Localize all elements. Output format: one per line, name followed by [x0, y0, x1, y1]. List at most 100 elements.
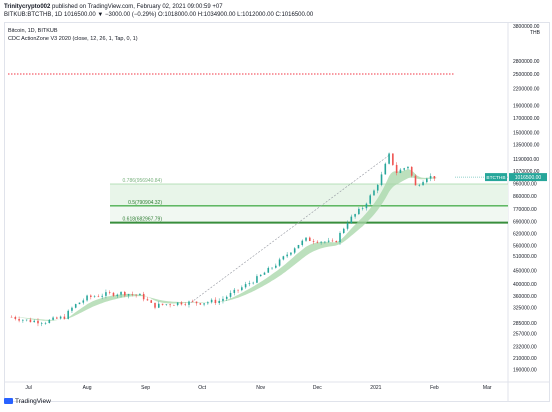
candle-body — [124, 291, 126, 296]
candle-body — [339, 232, 341, 243]
candle-body — [229, 292, 232, 297]
candle-body — [82, 300, 85, 303]
price-tick-label: 450000.00 — [513, 268, 537, 274]
candle-body — [248, 283, 251, 285]
candle-body — [93, 296, 96, 298]
price-tick-label: 2800000.00 — [513, 59, 540, 65]
candle-body — [165, 304, 168, 305]
price-tick-label: 2200000.00 — [513, 87, 540, 93]
candle-body — [433, 176, 436, 179]
candle-body — [282, 256, 285, 260]
candle-body — [388, 153, 390, 164]
candle-body — [154, 302, 156, 308]
candle-body — [380, 174, 383, 185]
candle-body — [271, 267, 273, 269]
time-tick-label: 2021 — [370, 385, 381, 391]
candle-body — [414, 175, 417, 186]
price-tick-label: 2500000.00 — [513, 72, 540, 78]
candle-body — [40, 323, 43, 324]
candle-body — [301, 240, 304, 245]
time-tick-label: Dec — [313, 385, 322, 391]
candle-body — [252, 282, 254, 284]
candle-body — [233, 289, 236, 293]
candle-body — [142, 293, 145, 300]
price-tick-label: 620000.00 — [513, 232, 537, 238]
candle-body — [369, 195, 372, 204]
candle-body — [286, 254, 288, 257]
price-tick-label: 400000.00 — [513, 282, 537, 288]
candle-body — [293, 248, 296, 253]
candle-body — [203, 303, 205, 305]
candle-body — [256, 276, 258, 283]
price-tick-label: 1900000.00 — [513, 103, 540, 109]
candle-body — [373, 190, 375, 196]
candle-body — [22, 319, 24, 321]
candle-body — [327, 240, 330, 242]
author-name[interactable]: Trinitycrypto002 — [4, 4, 51, 10]
candle-body — [101, 295, 103, 297]
price-tick-label: 770000.00 — [513, 207, 537, 213]
candle-body — [105, 292, 107, 296]
price-tag — [509, 173, 547, 182]
candle-body — [161, 303, 164, 305]
candle-body — [214, 299, 217, 304]
publish-info: published on TradingView.com, February 0… — [52, 4, 223, 10]
candle-body — [135, 294, 137, 296]
candle-body — [346, 223, 349, 229]
candle-body — [312, 241, 315, 242]
candle-body — [199, 303, 202, 305]
price-tick-label: 860000.00 — [513, 194, 537, 200]
price-tick-label: 1700000.00 — [513, 116, 540, 122]
price-tick-label: 360000.00 — [513, 294, 537, 300]
candle-body — [275, 265, 277, 268]
price-tick-label: 257000.00 — [513, 331, 537, 337]
candle-body — [63, 316, 66, 319]
candle-body — [308, 237, 311, 242]
candle-body — [331, 240, 334, 242]
candle-body — [112, 292, 115, 296]
candle-body — [48, 319, 51, 324]
candle-body — [361, 208, 364, 209]
candle-body — [222, 298, 224, 301]
price-tick-label: 960000.00 — [513, 182, 537, 188]
candle-body — [56, 317, 58, 319]
candle-body — [120, 291, 122, 295]
candle-body — [18, 318, 20, 321]
candle-body — [74, 304, 77, 308]
candle-body — [399, 169, 402, 173]
candle-body — [59, 316, 62, 319]
candle-body — [78, 302, 81, 305]
publish-line: Trinitycrypto002 published on TradingVie… — [4, 4, 223, 10]
candle-body — [376, 184, 379, 191]
fib-level-label: 0.618(682967.79) — [123, 217, 163, 223]
candle-body — [422, 182, 424, 186]
candle-body — [263, 272, 266, 275]
candle-body — [354, 214, 356, 217]
chart-frame — [4, 22, 550, 402]
candle-body — [191, 301, 194, 303]
candle-body — [429, 176, 432, 179]
candle-body — [52, 317, 54, 320]
candle-body — [225, 296, 228, 299]
candle-body — [384, 163, 387, 175]
candle-body — [184, 304, 187, 305]
candle-body — [180, 302, 183, 305]
fib-zone-upper — [110, 184, 508, 206]
candle-body — [188, 301, 190, 305]
candle-body — [176, 302, 179, 306]
candle-body — [71, 307, 73, 311]
trend-dashed-line — [190, 155, 390, 303]
candle-body — [350, 216, 353, 224]
cdc-action-zone-band — [11, 169, 437, 321]
price-tick-label: 190000.00 — [513, 367, 537, 373]
candle-body — [395, 164, 398, 173]
candle-body — [342, 228, 345, 233]
price-tick-label: 285000.00 — [513, 321, 537, 327]
candle-body — [86, 295, 88, 301]
time-tick-label: Jul — [25, 385, 31, 391]
price-tick-label: 1070000.00 — [513, 169, 540, 175]
candle-body — [169, 304, 171, 306]
price-tick-label: 210000.00 — [513, 356, 537, 362]
time-tick-label: Mar — [483, 385, 492, 391]
